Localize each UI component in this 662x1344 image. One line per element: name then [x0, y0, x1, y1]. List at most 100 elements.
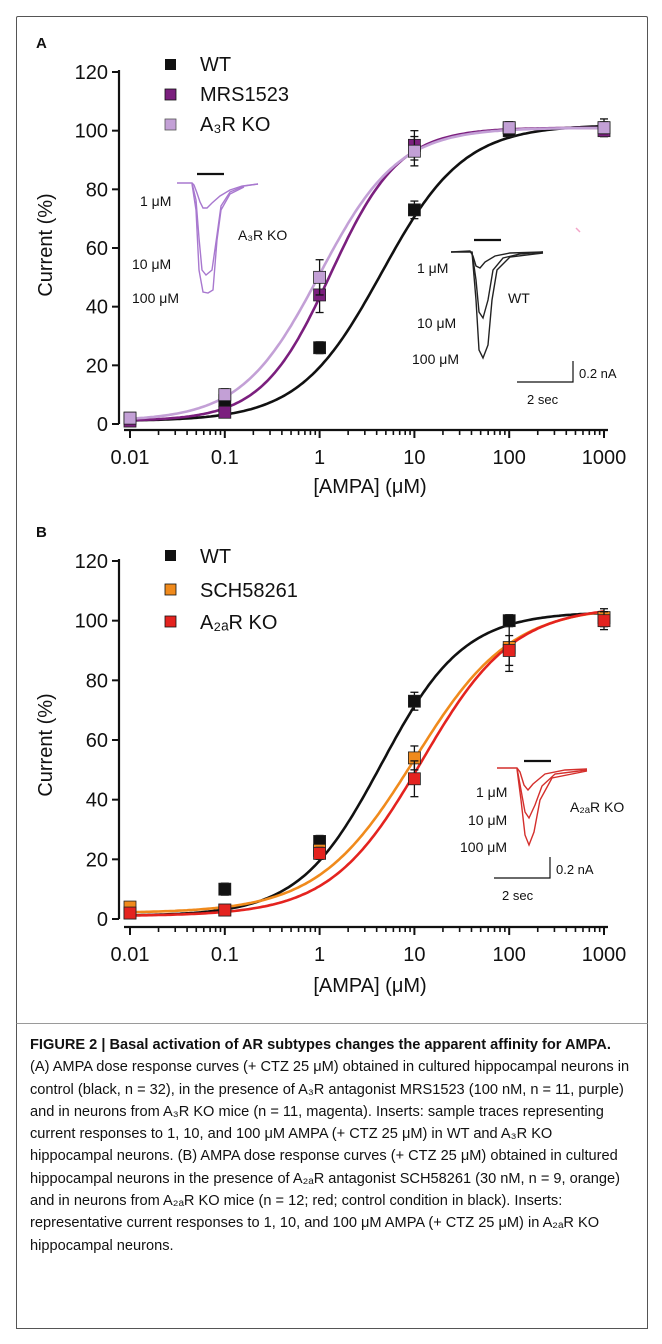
legend-label-a3r-ko: A₃R KO	[200, 114, 270, 136]
y-tick-label: 100	[75, 121, 108, 143]
fit-curve	[129, 126, 605, 421]
x-tick-label: 0.01	[111, 944, 150, 966]
data-point	[313, 270, 327, 284]
x-tick-label: 0.1	[211, 944, 239, 966]
legend-swatch-sch58261	[164, 583, 177, 596]
panel-b-legend: WT SCH58261 A₂ₐR KO	[164, 546, 298, 634]
y-tick-label: 40	[86, 790, 108, 812]
y-tick-label: 80	[86, 179, 108, 201]
data-point	[313, 341, 327, 355]
data-point	[123, 906, 137, 920]
x-tick-label: 10	[403, 944, 425, 966]
inset-b-label-10: 10 μM	[468, 812, 507, 828]
panel-a-xlabel: [AMPA] (μM)	[313, 476, 426, 498]
x-tick-label: 0.01	[111, 447, 150, 469]
x-tick-label: 1000	[582, 944, 627, 966]
scale-a-x-label: 2 sec	[527, 392, 559, 407]
panel-a-ylabel: Current (%)	[35, 193, 57, 296]
scale-a-y-label: 0.2 nA	[579, 366, 617, 381]
data-point	[407, 694, 421, 708]
x-tick-label: 1	[314, 944, 325, 966]
panel-a-scale-bar: 0.2 nA 2 sec	[517, 361, 617, 407]
data-point	[597, 614, 611, 628]
legend-label-wt: WT	[200, 546, 231, 568]
data-point	[218, 405, 232, 419]
inset-a-right-label-100: 100 μM	[412, 351, 459, 367]
fit-curve	[130, 126, 604, 422]
data-point	[407, 203, 421, 217]
x-tick-label: 10	[403, 447, 425, 469]
inset-a-right-name: WT	[508, 290, 530, 306]
figure-frame	[16, 16, 648, 1024]
legend-swatch-a2ar-ko	[164, 615, 177, 628]
legend-label-a2ar-ko: A₂ₐR KO	[200, 612, 277, 634]
y-tick-label: 120	[75, 551, 108, 573]
inset-a-left-name: A₃R KO	[238, 227, 287, 243]
stray-mark	[575, 227, 581, 233]
panel-b-ylabel: Current (%)	[35, 693, 57, 796]
panel-a-label: A	[36, 35, 47, 52]
y-tick-label: 40	[86, 297, 108, 319]
data-point	[502, 644, 516, 657]
data-point	[597, 121, 611, 135]
data-point	[123, 411, 137, 425]
x-tick-label: 1	[314, 447, 325, 469]
x-tick-label: 100	[493, 944, 526, 966]
y-tick-label: 120	[75, 62, 108, 84]
data-point	[218, 903, 232, 917]
panel-a-inset-a3r-ko: 1 μM 10 μM 100 μM A₃R KO	[132, 172, 287, 306]
caption-body: (A) AMPA dose response curves (+ CTZ 25 …	[30, 1059, 630, 1254]
caption-title: FIGURE 2 | Basal activation of AR subtyp…	[30, 1037, 611, 1053]
caption-frame	[16, 1023, 648, 1329]
legend-swatch-wt	[165, 59, 176, 70]
y-tick-label: 20	[86, 849, 108, 871]
legend-label-sch58261: SCH58261	[200, 580, 298, 602]
inset-a-right-label-1: 1 μM	[417, 260, 448, 276]
y-tick-label: 20	[86, 355, 108, 377]
panel-a-inset-wt: 1 μM 10 μM 100 μM WT	[412, 238, 544, 367]
data-point	[502, 121, 516, 135]
figure-svg: A Current (%) [AMPA] (μM) 02040608010012…	[35, 35, 627, 997]
x-tick-label: 0.1	[211, 447, 239, 469]
fit-curve	[130, 124, 605, 422]
inset-a-left-label-1: 1 μM	[140, 193, 171, 209]
panel-b-axes: 0 20 40 60 80 100 120 0.01 0.1 1 10 100 1000	[75, 551, 627, 966]
y-tick-label: 60	[86, 238, 108, 260]
inset-a-right-label-10: 10 μM	[417, 315, 456, 331]
panel-a-axes: 0 20 40 60 80 100 120 0.01 0.1 1 10 100 1000	[75, 62, 627, 469]
panel-b-scale-bar: 0.2 nA 2 sec	[494, 857, 594, 903]
legend-swatch-a3r-ko	[164, 118, 177, 131]
inset-b-label-100: 100 μM	[460, 839, 507, 855]
fit-curve	[130, 610, 605, 917]
inset-b-label-1: 1 μM	[476, 784, 507, 800]
panel-a-plot	[123, 118, 611, 428]
y-tick-label: 0	[97, 414, 108, 436]
data-point	[218, 388, 232, 402]
y-tick-label: 60	[86, 730, 108, 752]
data-point	[407, 772, 421, 786]
data-point	[218, 882, 232, 896]
legend-swatch-mrs1523	[164, 88, 177, 101]
inset-a-left-label-100: 100 μM	[132, 290, 179, 306]
inset-b-name: A₂ₐR KO	[570, 799, 624, 815]
panel-b-label: B	[36, 524, 47, 541]
panel-b-inset-a2ar-ko: 1 μM 10 μM 100 μM A₂ₐR KO	[460, 759, 624, 855]
inset-a-left-label-10: 10 μM	[132, 256, 171, 272]
x-tick-label: 1000	[582, 447, 627, 469]
y-tick-label: 80	[86, 670, 108, 692]
legend-swatch-wt	[165, 550, 176, 561]
legend-label-mrs1523: MRS1523	[200, 84, 289, 106]
x-tick-label: 100	[493, 447, 526, 469]
y-tick-label: 0	[97, 909, 108, 931]
figure-caption: FIGURE 2 | Basal activation of AR subtyp…	[30, 1034, 630, 1257]
data-point	[313, 846, 327, 860]
scale-b-y-label: 0.2 nA	[556, 862, 594, 877]
panel-b-plot	[123, 608, 611, 920]
data-point	[407, 144, 421, 158]
y-tick-label: 100	[75, 611, 108, 633]
panel-b-xlabel: [AMPA] (μM)	[313, 975, 426, 997]
panel-a-legend: WT MRS1523 A₃R KO	[164, 54, 289, 136]
scale-b-x-label: 2 sec	[502, 888, 534, 903]
fit-curve	[130, 611, 605, 917]
legend-label-wt: WT	[200, 54, 231, 76]
